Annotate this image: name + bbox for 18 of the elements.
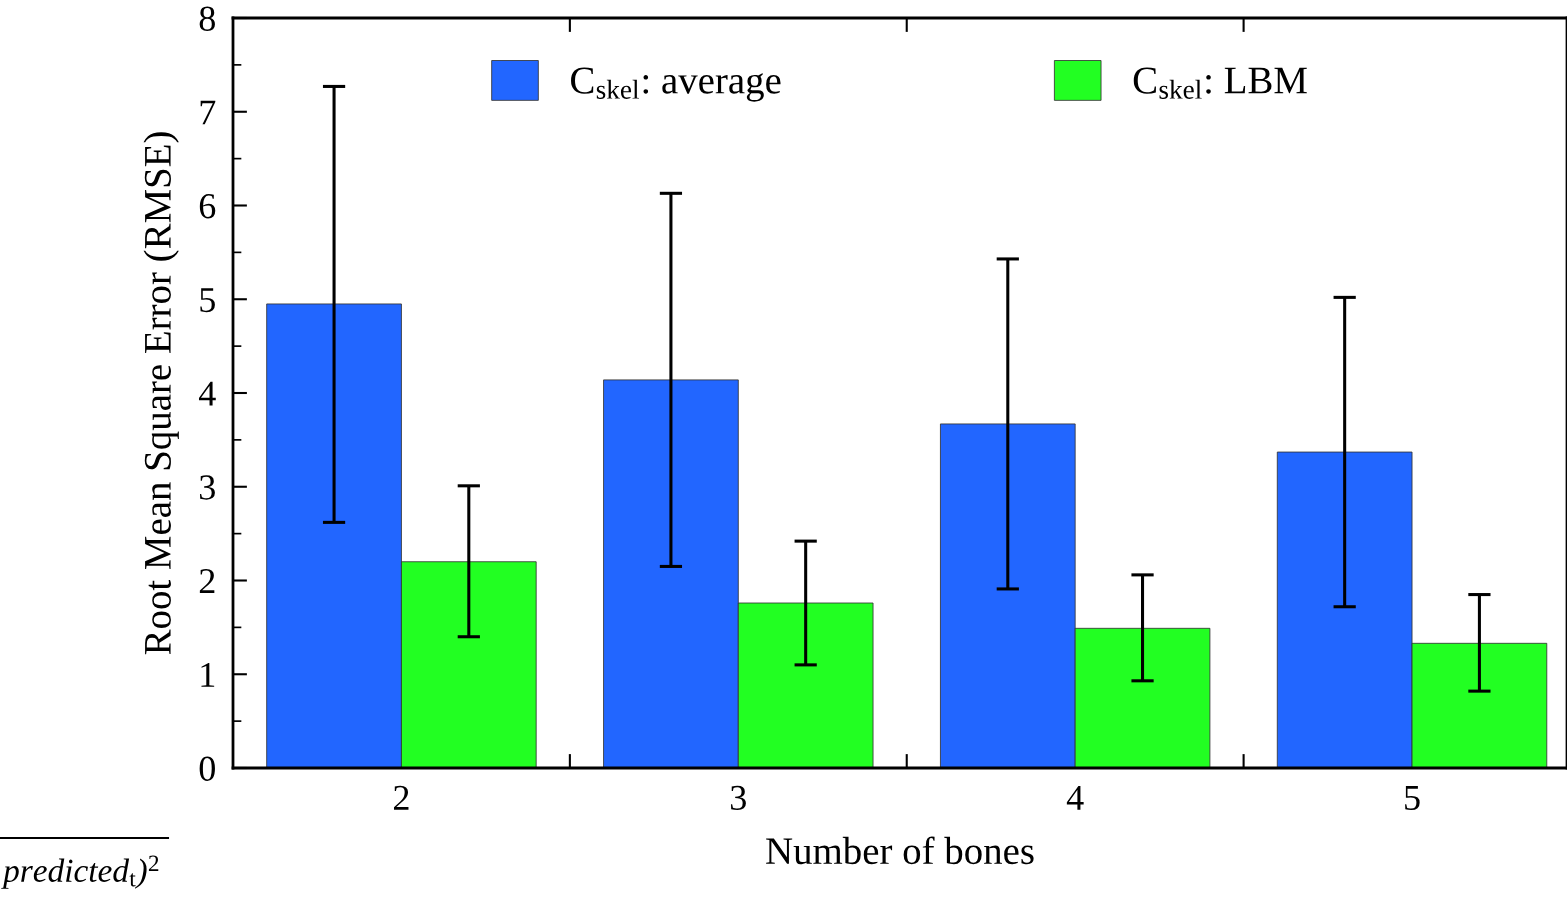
y-tick-label: 0: [199, 756, 215, 781]
text: predicted$_{t}$)$^{2}$: [1, 855, 159, 889]
y-tick-label: 5: [200, 288, 215, 313]
y-axis-title: Root Mean Square Error (RMSE): [143, 132, 179, 655]
y-tick-label: 6: [199, 194, 216, 219]
y-tick-label: 7: [200, 100, 216, 125]
y-tick-label: 4: [198, 381, 216, 406]
x-tick-label: 3: [731, 785, 746, 811]
y-tick-label: 8: [199, 6, 215, 31]
legend-label: C$_{skel}$: LBM: [1133, 67, 1307, 99]
y-tick-label: 2: [199, 569, 215, 594]
x-tick-label: 2: [393, 785, 409, 810]
x-tick-label: 4: [1066, 785, 1084, 810]
x-tick-label: 5: [1405, 786, 1420, 811]
x-axis-title: Number of bones: [766, 836, 1034, 865]
legend-label: C$_{skel}$: average: [571, 67, 781, 102]
y-tick-label: 3: [200, 475, 215, 500]
y-tick-label: 1: [201, 662, 215, 687]
